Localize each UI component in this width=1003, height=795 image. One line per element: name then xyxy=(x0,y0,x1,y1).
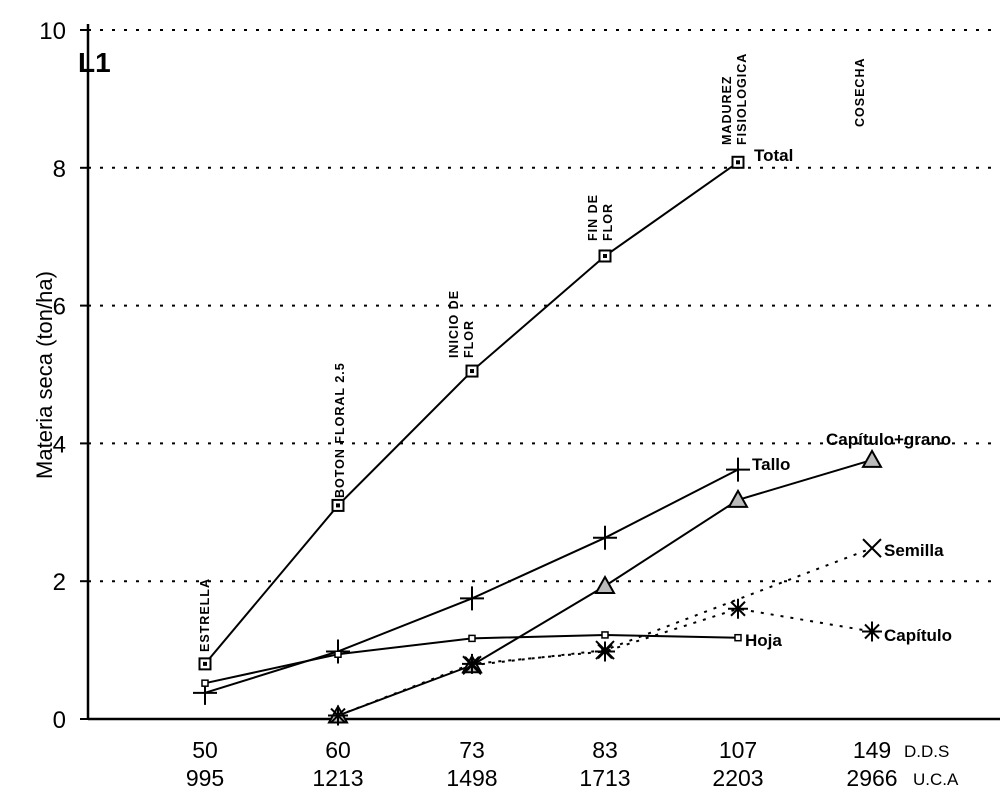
series-name-label: Hoja xyxy=(745,631,782,650)
grid-lines xyxy=(88,29,1000,583)
y-tick-label: 8 xyxy=(53,156,66,183)
y-tick-label: 2 xyxy=(53,569,66,596)
data-point-center xyxy=(603,253,607,258)
x-tick-label-2: 2203 xyxy=(712,765,763,791)
x-tick-label-2: 2966 xyxy=(846,765,897,791)
series-line xyxy=(337,607,873,717)
y-tick-label: 4 xyxy=(53,431,66,458)
x-tick-label: 73 xyxy=(459,737,485,763)
data-point xyxy=(328,705,348,726)
x-tick-label: 149 xyxy=(853,737,891,763)
y-tick-label: 6 xyxy=(53,294,66,321)
y-tick-label: 0 xyxy=(53,707,66,734)
data-point xyxy=(468,634,476,643)
data-point xyxy=(595,641,615,662)
x-tick-label: 83 xyxy=(592,737,618,763)
series-name-label: Capítulo xyxy=(884,626,952,645)
x-tick-label: 60 xyxy=(325,737,351,763)
x-unit-label: D.D.S xyxy=(904,742,949,761)
series-name-label: Tallo xyxy=(752,455,790,474)
series-line xyxy=(471,547,873,667)
panel-label: L1 xyxy=(78,47,111,78)
x-tick-label: 107 xyxy=(719,737,757,763)
data-point xyxy=(460,586,484,611)
series-name-label: Capítulo+grano xyxy=(826,430,951,449)
series-markers xyxy=(193,155,883,726)
x-unit-label-2: U.C.A xyxy=(913,770,959,789)
stage-label: INICIO DE xyxy=(447,290,461,358)
data-point xyxy=(201,679,209,687)
data-point xyxy=(594,574,616,595)
x-tick-label-2: 995 xyxy=(186,765,224,791)
data-point xyxy=(734,633,742,642)
stage-label: COSECHA xyxy=(853,57,867,127)
axes xyxy=(80,24,1000,721)
stage-label: ESTRELLA xyxy=(198,578,212,652)
series-name-label: Total xyxy=(754,146,793,165)
data-point xyxy=(728,598,748,619)
stage-label: FISIOLOGICA xyxy=(735,53,749,145)
data-point xyxy=(462,653,482,674)
stage-label: FLOR xyxy=(601,203,615,241)
data-point xyxy=(862,538,882,558)
data-point xyxy=(601,631,609,639)
x-tick-label-2: 1713 xyxy=(579,765,630,791)
stage-label: BOTON FLORAL 2.5 xyxy=(333,362,347,498)
stage-label: MADUREZ xyxy=(720,76,734,146)
x-tick-label: 50 xyxy=(192,737,218,763)
data-point-center xyxy=(736,160,740,165)
data-point xyxy=(593,525,617,550)
x-tick-label-2: 1213 xyxy=(312,765,363,791)
series-labels: Total Tallo Capítulo+grano Hoja Semilla Capít… xyxy=(745,146,952,650)
y-tick-label: 10 xyxy=(39,18,66,45)
series-name-label: Semilla xyxy=(884,541,944,560)
data-point xyxy=(861,448,883,468)
data-point xyxy=(727,488,749,508)
data-point-center xyxy=(470,369,474,374)
x-tick-label-2: 1498 xyxy=(446,765,497,791)
y-axis-label: Materia seca (ton/ha) xyxy=(32,271,57,479)
stage-label: FIN DE xyxy=(586,194,600,241)
data-point xyxy=(334,650,342,658)
y-tick-labels: 0 2 4 6 8 10 xyxy=(39,18,66,734)
data-point-center xyxy=(336,503,340,508)
stage-label: FLOR xyxy=(462,320,476,358)
data-point xyxy=(726,457,750,482)
data-point-center xyxy=(203,661,207,666)
data-point xyxy=(862,621,882,642)
